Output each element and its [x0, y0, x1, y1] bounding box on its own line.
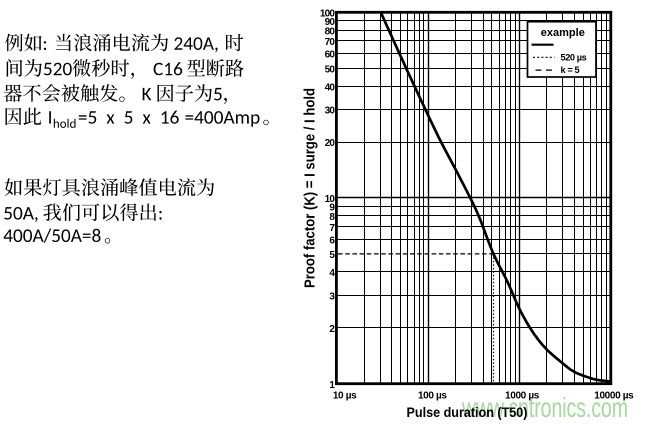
svg-text:1000 µs: 1000 µs: [505, 390, 540, 401]
svg-text:7: 7: [329, 223, 335, 234]
svg-text:Pulse duration (T50): Pulse duration (T50): [407, 404, 528, 420]
svg-text:100 µs: 100 µs: [418, 390, 447, 401]
svg-text:100: 100: [320, 8, 336, 19]
svg-text:10000 µs: 10000 µs: [594, 390, 634, 401]
svg-text:example: example: [541, 27, 585, 39]
svg-text:70: 70: [325, 37, 336, 48]
svg-text:6: 6: [329, 235, 335, 246]
svg-text:3: 3: [329, 291, 335, 302]
svg-text:520 µs: 520 µs: [561, 53, 587, 63]
svg-text:2: 2: [329, 324, 335, 335]
svg-text:4: 4: [329, 268, 335, 279]
svg-text:30: 30: [325, 106, 336, 117]
svg-text:5: 5: [329, 250, 335, 261]
svg-text:10 µs: 10 µs: [333, 390, 357, 401]
svg-text:1: 1: [329, 380, 335, 391]
svg-text:9: 9: [329, 203, 335, 214]
svg-text:20: 20: [325, 138, 336, 149]
svg-text:80: 80: [325, 26, 336, 37]
svg-text:60: 60: [325, 50, 336, 61]
svg-text:50: 50: [325, 64, 336, 75]
svg-text:Proof factor (K) = I surge / I: Proof factor (K) = I surge / I hold: [303, 88, 319, 288]
svg-text:8: 8: [329, 212, 335, 223]
svg-text:90: 90: [325, 17, 336, 28]
svg-text:10: 10: [325, 194, 336, 205]
svg-text:www.cntronics.com: www.cntronics.com: [461, 392, 628, 423]
svg-text:k = 5: k = 5: [561, 65, 580, 75]
svg-text:40: 40: [325, 82, 336, 93]
